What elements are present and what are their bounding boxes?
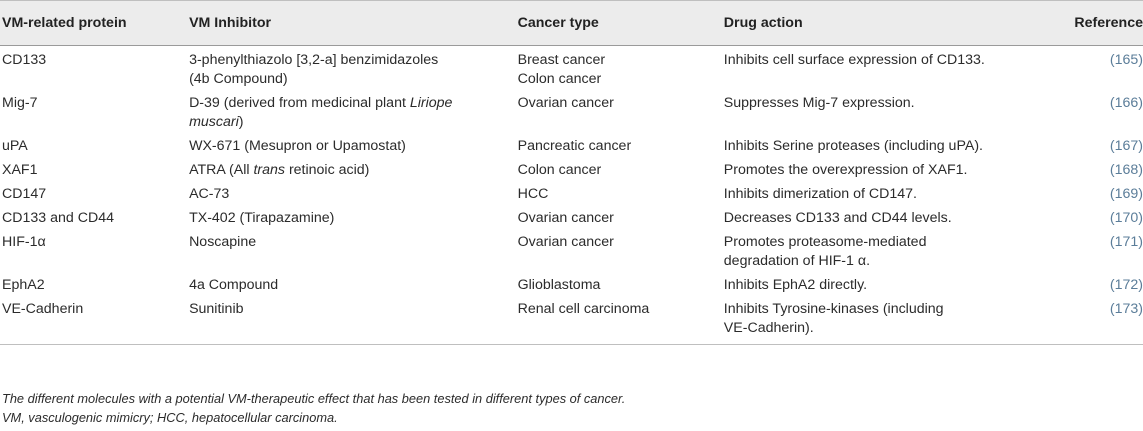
vm-inhibitors-table: VM-related protein VM Inhibitor Cancer t… — [0, 0, 1143, 345]
cell-cancer-type: Colon cancer — [517, 162, 602, 178]
header-protein: VM-related protein — [0, 0, 188, 46]
cell-inhibitor-line: muscari) — [189, 113, 512, 132]
cell-drug-action: Inhibits EphA2 directly. — [723, 277, 868, 293]
cell-drug-action: Inhibits dimerization of CD147. — [723, 186, 917, 202]
cell-cancer-type: HCC — [517, 186, 549, 202]
footnote-abbreviations: VM, vasculogenic mimicry; HCC, hepatocel… — [2, 410, 338, 425]
cell-protein: EphA2 — [2, 277, 45, 293]
cell-inhibitor: Noscapine — [189, 234, 257, 250]
table-row: VE-Cadherin Sunitinib Renal cell carcino… — [0, 295, 1143, 345]
inhibitor-italic: trans — [253, 162, 285, 178]
cell-inhibitor: WX-671 (Mesupron or Upamostat) — [189, 138, 406, 154]
cell-reference[interactable]: (168) — [1050, 156, 1143, 180]
cell-drug-action: Promotes proteasome-mediated degradation… — [722, 228, 1051, 271]
inhibitor-text: D-39 (derived from medicinal plant — [189, 95, 410, 111]
cell-protein: CD133 and CD44 — [2, 210, 114, 226]
table-body: CD133 3-phenylthiazolo [3,2-a] benzimida… — [0, 46, 1143, 345]
cell-cancer-type: Glioblastoma — [517, 277, 601, 293]
inhibitor-text: ATRA (All — [189, 162, 254, 178]
cell-protein: CD133 — [2, 52, 47, 68]
cell-protein: CD147 — [2, 186, 47, 202]
table-row: EphA2 4a Compound Glioblastoma Inhibits … — [0, 271, 1143, 295]
table-row: Mig-7 D-39 (derived from medicinal plant… — [0, 89, 1143, 132]
cell-inhibitor: D-39 (derived from medicinal plant Lirio… — [187, 89, 516, 132]
inhibitor-italic: Liriope — [409, 95, 453, 111]
table-row: CD133 3-phenylthiazolo [3,2-a] benzimida… — [0, 46, 1143, 90]
cell-reference[interactable]: (172) — [1050, 271, 1143, 295]
cell-cancer-line: Ovarian cancer — [517, 95, 614, 111]
cell-inhibitor: ATRA (All trans retinoic acid) — [187, 156, 516, 180]
cell-protein: VE-Cadherin — [0, 295, 188, 345]
header-drug-action: Drug action — [721, 0, 1051, 46]
cell-inhibitor-line: (4b Compound) — [189, 71, 288, 87]
cell-reference[interactable]: (166) — [1050, 89, 1143, 132]
cell-action-line: Inhibits cell surface expression of CD13… — [723, 52, 985, 68]
cell-reference[interactable]: (171) — [1050, 228, 1143, 271]
cell-drug-action: Suppresses Mig-7 expression. — [722, 89, 1051, 132]
cell-cancer-type: Breast cancer Colon cancer — [516, 46, 722, 90]
cell-action-line: Inhibits Tyrosine-kinases (including — [723, 301, 944, 317]
cell-cancer-type: Renal cell carcinoma — [515, 295, 722, 345]
cell-inhibitor: Sunitinib — [187, 295, 516, 345]
cell-drug-action: Decreases CD133 and CD44 levels. — [723, 210, 952, 226]
footnote-description: The different molecules with a potential… — [2, 391, 626, 406]
table-row: XAF1 ATRA (All trans retinoic acid) Colo… — [0, 156, 1143, 180]
cell-inhibitor-line: 3-phenylthiazolo [3,2-a] benzimidazoles — [189, 52, 439, 68]
cell-drug-action: Inhibits Serine proteases (including uPA… — [723, 138, 983, 154]
cell-action-line: Suppresses Mig-7 expression. — [723, 95, 915, 111]
reference-link[interactable]: (171) — [1109, 234, 1143, 250]
cell-drug-action: Inhibits Tyrosine-kinases (including VE-… — [721, 295, 1051, 345]
cell-protein: HIF-1α — [2, 234, 46, 250]
reference-link[interactable]: (165) — [1109, 52, 1143, 68]
reference-link[interactable]: (166) — [1109, 95, 1143, 111]
cell-inhibitor: AC-73 — [189, 186, 230, 202]
table-row: CD147 AC-73 HCC Inhibits dimerization of… — [0, 180, 1143, 204]
header-cancer-type: Cancer type — [515, 0, 722, 46]
cell-cancer-line: Colon cancer — [517, 71, 602, 87]
table-header: VM-related protein VM Inhibitor Cancer t… — [0, 0, 1143, 46]
cell-reference[interactable]: (170) — [1050, 204, 1143, 228]
cell-cancer-type: Ovarian cancer — [516, 89, 722, 132]
cell-inhibitor-line: D-39 (derived from medicinal plant Lirio… — [189, 94, 512, 113]
cell-action-line: Promotes proteasome-mediated — [723, 234, 927, 250]
cell-drug-action: Inhibits cell surface expression of CD13… — [722, 46, 1051, 90]
reference-link[interactable]: (168) — [1109, 162, 1143, 178]
header-row: VM-related protein VM Inhibitor Cancer t… — [0, 0, 1143, 46]
cell-protein: uPA — [2, 138, 28, 154]
reference-link[interactable]: (172) — [1109, 277, 1143, 293]
reference-link[interactable]: (170) — [1109, 210, 1143, 226]
table-row: CD133 and CD44 TX-402 (Tirapazamine) Ova… — [0, 204, 1143, 228]
cell-inhibitor: 3-phenylthiazolo [3,2-a] benzimidazoles … — [187, 46, 516, 90]
table-row: uPA WX-671 (Mesupron or Upamostat) Pancr… — [0, 132, 1143, 156]
cell-cancer-type: Ovarian cancer — [517, 234, 614, 250]
header-inhibitor: VM Inhibitor — [187, 0, 516, 46]
cell-inhibitor: TX-402 (Tirapazamine) — [189, 210, 335, 226]
cell-cancer-type: Ovarian cancer — [517, 210, 614, 226]
inhibitor-text: ) — [238, 114, 244, 130]
inhibitor-italic: muscari — [189, 114, 239, 130]
cell-drug-action: Promotes the overexpression of XAF1. — [723, 162, 968, 178]
cell-cancer-line: Breast cancer — [517, 52, 606, 68]
cell-cancer-type: Pancreatic cancer — [517, 138, 632, 154]
reference-link[interactable]: (173) — [1109, 301, 1143, 317]
table-footnotes: The different molecules with a potential… — [2, 389, 625, 427]
cell-reference[interactable]: (169) — [1050, 180, 1143, 204]
cell-reference[interactable]: (165) — [1050, 46, 1143, 90]
cell-protein: XAF1 — [2, 162, 38, 178]
reference-link[interactable]: (169) — [1109, 186, 1143, 202]
table-row: HIF-1α Noscapine Ovarian cancer Promotes… — [0, 228, 1143, 271]
inhibitor-text: retinoic acid) — [285, 162, 370, 178]
cell-reference[interactable]: (173) — [1050, 295, 1143, 345]
cell-reference[interactable]: (167) — [1050, 132, 1143, 156]
header-reference: Reference — [1050, 0, 1143, 46]
cell-inhibitor: 4a Compound — [189, 277, 279, 293]
cell-action-line: degradation of HIF-1 α. — [723, 253, 871, 269]
cell-action-line: VE-Cadherin). — [723, 320, 814, 336]
cell-protein: Mig-7 — [2, 95, 38, 111]
reference-link[interactable]: (167) — [1109, 138, 1143, 154]
